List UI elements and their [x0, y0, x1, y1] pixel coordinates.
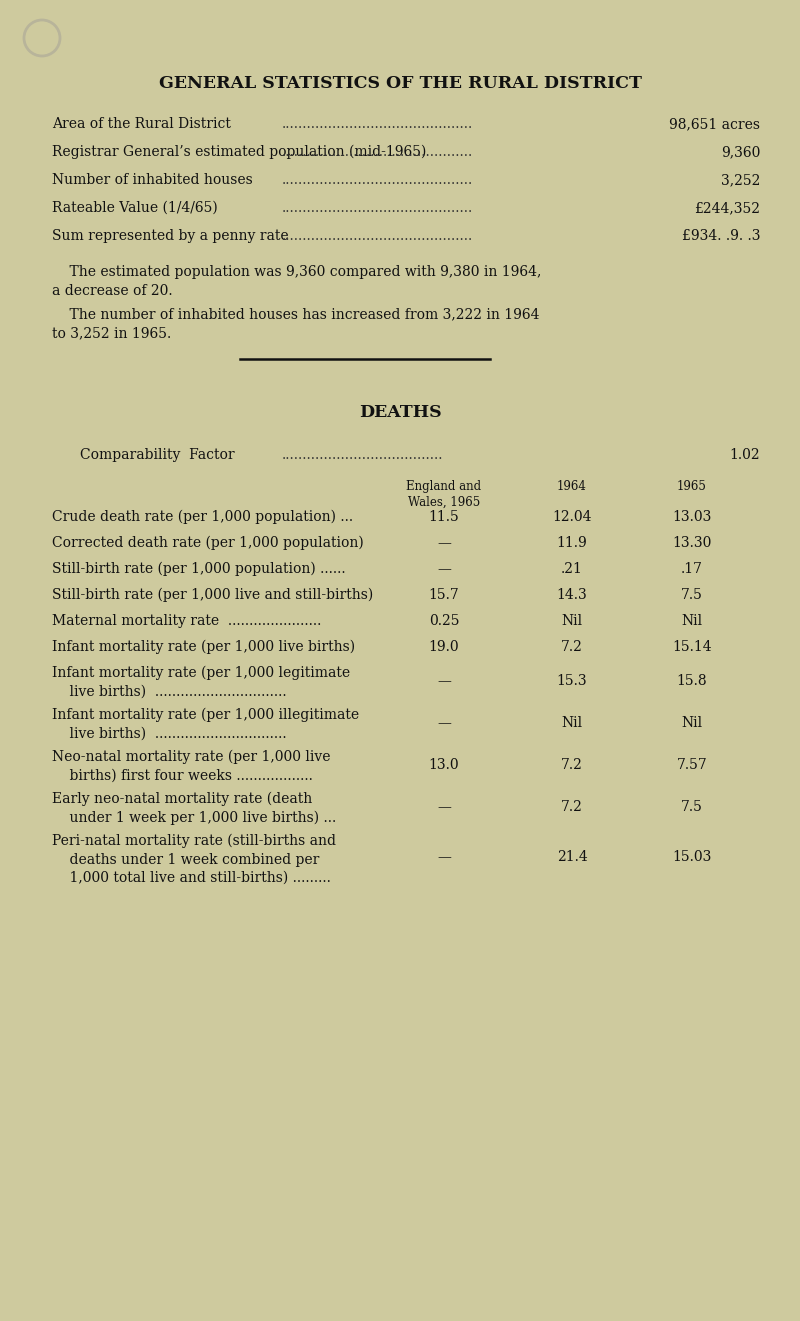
Text: 9,360: 9,360 — [721, 145, 760, 159]
Text: 13.0: 13.0 — [429, 758, 459, 771]
Text: 7.5: 7.5 — [681, 588, 703, 602]
Text: —: — — [437, 849, 451, 864]
Text: 12.04: 12.04 — [552, 510, 592, 524]
Text: Neo-natal mortality rate (per 1,000 live
    births) first four weeks ..........: Neo-natal mortality rate (per 1,000 live… — [52, 750, 330, 782]
Text: 7.2: 7.2 — [561, 758, 583, 771]
Text: Infant mortality rate (per 1,000 illegitimate
    live births)  ................: Infant mortality rate (per 1,000 illegit… — [52, 708, 359, 741]
Text: 15.14: 15.14 — [672, 639, 712, 654]
Circle shape — [30, 26, 54, 50]
Text: Crude death rate (per 1,000 population) ...: Crude death rate (per 1,000 population) … — [52, 510, 353, 524]
Text: 0.25: 0.25 — [429, 614, 459, 627]
Text: —: — — [437, 716, 451, 731]
Text: Rateable Value (1/4/65): Rateable Value (1/4/65) — [52, 201, 226, 215]
Text: Peri-natal mortality rate (still-births and
    deaths under 1 week combined per: Peri-natal mortality rate (still-births … — [52, 834, 336, 885]
Text: Nil: Nil — [682, 614, 702, 627]
Text: England and
Wales, 1965: England and Wales, 1965 — [406, 480, 482, 509]
Text: £934. .9. .3: £934. .9. .3 — [682, 229, 760, 243]
Text: Area of the Rural District: Area of the Rural District — [52, 118, 235, 131]
Text: ......................................: ...................................... — [282, 448, 443, 462]
Text: 7.5: 7.5 — [681, 801, 703, 814]
Text: 15.8: 15.8 — [677, 674, 707, 688]
Text: 13.03: 13.03 — [672, 510, 712, 524]
Text: The number of inhabited houses has increased from 3,222 in 1964
to 3,252 in 1965: The number of inhabited houses has incre… — [52, 306, 539, 339]
Text: Registrar General’s estimated population (mid-1965): Registrar General’s estimated population… — [52, 145, 426, 160]
Text: Sum represented by a penny rate: Sum represented by a penny rate — [52, 229, 293, 243]
Text: Nil: Nil — [562, 716, 582, 731]
Text: DEATHS: DEATHS — [358, 404, 442, 421]
Text: 7.2: 7.2 — [561, 801, 583, 814]
Text: Still-birth rate (per 1,000 live and still-births): Still-birth rate (per 1,000 live and sti… — [52, 588, 374, 602]
Text: Comparability  Factor: Comparability Factor — [80, 448, 234, 462]
Text: —: — — [437, 561, 451, 576]
Text: Maternal mortality rate  ......................: Maternal mortality rate ................… — [52, 614, 322, 627]
Text: 11.9: 11.9 — [557, 536, 587, 550]
Text: 98,651 acres: 98,651 acres — [669, 118, 760, 131]
Text: .............................................: ........................................… — [282, 173, 474, 188]
Text: £244,352: £244,352 — [694, 201, 760, 215]
Text: Infant mortality rate (per 1,000 live births): Infant mortality rate (per 1,000 live bi… — [52, 639, 355, 654]
Text: .............................................: ........................................… — [282, 118, 474, 131]
Text: GENERAL STATISTICS OF THE RURAL DISTRICT: GENERAL STATISTICS OF THE RURAL DISTRICT — [158, 75, 642, 92]
Text: 15.03: 15.03 — [672, 849, 712, 864]
Text: —: — — [437, 536, 451, 550]
Text: 13.30: 13.30 — [672, 536, 712, 550]
Text: Still-birth rate (per 1,000 population) ......: Still-birth rate (per 1,000 population) … — [52, 561, 346, 576]
Text: 15.3: 15.3 — [557, 674, 587, 688]
Text: 7.2: 7.2 — [561, 639, 583, 654]
Text: 1964: 1964 — [557, 480, 587, 493]
Text: —: — — [437, 674, 451, 688]
Text: 1.02: 1.02 — [730, 448, 760, 462]
Text: 11.5: 11.5 — [429, 510, 459, 524]
Text: Nil: Nil — [562, 614, 582, 627]
Text: .............................................: ........................................… — [282, 145, 474, 159]
Text: 21.4: 21.4 — [557, 849, 587, 864]
Text: Nil: Nil — [682, 716, 702, 731]
Text: .............................................: ........................................… — [282, 201, 474, 215]
Text: Infant mortality rate (per 1,000 legitimate
    live births)  ..................: Infant mortality rate (per 1,000 legitim… — [52, 666, 350, 699]
Text: —: — — [437, 801, 451, 814]
Text: Early neo-natal mortality rate (death
    under 1 week per 1,000 live births) ..: Early neo-natal mortality rate (death un… — [52, 793, 336, 826]
Text: Corrected death rate (per 1,000 population): Corrected death rate (per 1,000 populati… — [52, 536, 364, 551]
Text: 14.3: 14.3 — [557, 588, 587, 602]
Text: 3,252: 3,252 — [721, 173, 760, 188]
Text: .21: .21 — [561, 561, 583, 576]
Text: 15.7: 15.7 — [429, 588, 459, 602]
Text: 19.0: 19.0 — [429, 639, 459, 654]
Text: 7.57: 7.57 — [677, 758, 707, 771]
Text: .............................................: ........................................… — [282, 229, 474, 243]
Text: 1965: 1965 — [677, 480, 707, 493]
Text: .17: .17 — [681, 561, 703, 576]
Text: Number of inhabited houses: Number of inhabited houses — [52, 173, 257, 188]
Text: The estimated population was 9,360 compared with 9,380 in 1964,
a decrease of 20: The estimated population was 9,360 compa… — [52, 266, 542, 299]
